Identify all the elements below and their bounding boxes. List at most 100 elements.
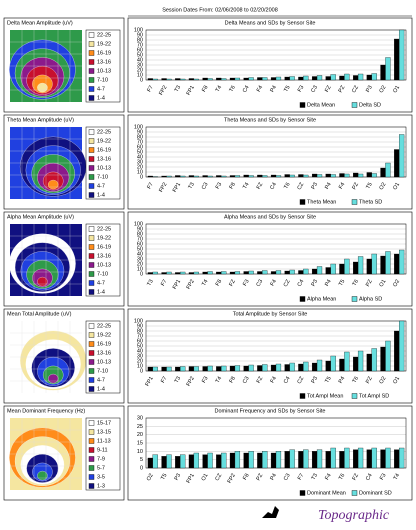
bar (175, 456, 181, 469)
bar (262, 77, 268, 81)
bar (330, 355, 336, 372)
bar (399, 29, 405, 81)
x-tick-label: P3 (310, 279, 319, 288)
legend-label: Tot Ampl Mean (307, 393, 343, 399)
x-tick-label: T6 (229, 85, 237, 94)
bar (193, 78, 199, 81)
legend-swatch (88, 253, 95, 259)
bar (344, 73, 350, 81)
legend-swatch (88, 456, 95, 462)
bar (262, 364, 268, 372)
x-tick-label: P3 (365, 85, 374, 94)
y-tick-label: 80 (137, 231, 143, 237)
x-tick-label: T6 (338, 473, 346, 482)
x-tick-label: T5 (365, 182, 373, 191)
x-tick-label: F4 (256, 85, 264, 94)
y-tick-label: 60 (137, 47, 143, 53)
bar (275, 363, 282, 372)
bar (316, 266, 323, 275)
x-tick-label: P3 (310, 182, 319, 191)
x-tick-label: P3 (310, 376, 319, 385)
x-tick-label: T4 (215, 376, 223, 385)
y-tick-label: 90 (137, 226, 143, 232)
legend-label: 13-16 (97, 350, 111, 356)
x-tick-label: F7 (297, 473, 305, 482)
x-tick-label: O2 (379, 376, 388, 385)
x-tick-label: P4 (338, 376, 347, 385)
y-tick-label: 10 (137, 72, 143, 78)
x-tick-label: FP1 (172, 182, 182, 194)
map-title: Mean Dominant Frequency (Hz) (7, 408, 85, 414)
chart-panel (127, 405, 413, 501)
bar (289, 362, 295, 372)
x-tick-label: FZ (228, 278, 237, 287)
y-tick-label: 90 (137, 129, 143, 135)
logo-icon (262, 506, 279, 518)
legend-label: 11-13 (97, 438, 111, 444)
legend-swatch (88, 174, 95, 180)
map-contour (48, 179, 59, 190)
y-tick-label: 30 (137, 256, 143, 262)
x-tick-label: FP1 (145, 376, 155, 388)
bar (202, 454, 208, 469)
bar (270, 271, 277, 275)
bar (243, 174, 249, 178)
legend-label: Theta Mean (307, 199, 336, 205)
bar (275, 175, 282, 178)
legend-label: 4-7 (97, 183, 105, 189)
y-tick-label: 100 (134, 221, 143, 227)
bar (357, 350, 364, 372)
x-tick-label: F8 (229, 376, 237, 385)
bar (399, 134, 405, 178)
y-tick-label: 70 (137, 139, 143, 145)
legend-swatch (351, 296, 358, 302)
legend-label: 22-25 (97, 323, 111, 329)
y-tick-label: 10 (137, 266, 143, 272)
bar (353, 356, 359, 372)
bar (270, 452, 277, 469)
legend-label: 1-4 (97, 95, 105, 101)
x-tick-label: F3 (215, 182, 223, 191)
y-tick-label: 50 (137, 52, 143, 58)
y-tick-label: 90 (137, 32, 143, 38)
x-tick-label: T3 (311, 473, 319, 482)
bar (303, 75, 309, 81)
y-tick-label: 40 (137, 57, 143, 63)
x-tick-label: C3 (310, 85, 319, 94)
legend-swatch (351, 490, 358, 496)
map-title: Theta Mean Amplitude (uV) (7, 117, 74, 123)
bar (366, 74, 372, 81)
legend-label: 16-19 (97, 50, 111, 56)
legend-swatch (88, 226, 95, 232)
bar (298, 76, 304, 81)
x-tick-label: F7 (160, 279, 168, 288)
bar (339, 263, 345, 275)
bar (161, 175, 167, 178)
bar (166, 366, 172, 372)
bar (234, 175, 241, 178)
y-tick-label: 20 (137, 164, 143, 170)
y-tick-label: 0 (140, 271, 143, 277)
x-tick-label: F3 (201, 376, 209, 385)
bar (207, 365, 213, 372)
bar (311, 76, 318, 81)
legend-label: 16-19 (97, 147, 111, 153)
legend-label: Delta Mean (307, 102, 335, 108)
legend-label: 22-25 (97, 226, 111, 232)
bar (221, 175, 227, 178)
bar (303, 174, 309, 178)
bar (394, 330, 400, 372)
x-tick-label: FZ (324, 84, 333, 93)
x-tick-label: C3 (201, 182, 210, 191)
legend-label: 19-22 (97, 138, 111, 144)
legend-label: 13-16 (97, 59, 111, 65)
header-title: Session Dates From: 02/06/2008 to 02/20/… (162, 7, 278, 13)
bar (152, 366, 158, 372)
x-tick-label: F8 (229, 182, 237, 191)
bar (316, 449, 323, 469)
legend-label: Dominant SD (359, 490, 392, 496)
x-tick-label: T3 (174, 85, 182, 94)
bar (385, 57, 391, 81)
x-tick-label: T5 (283, 85, 291, 94)
